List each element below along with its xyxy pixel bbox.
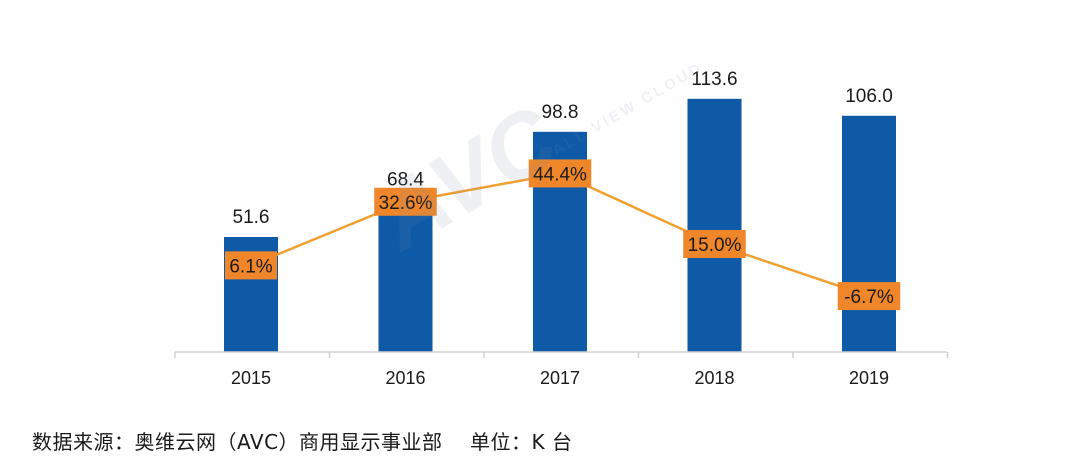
x-tick-label: 2016 bbox=[385, 368, 425, 388]
growth-value-label: 15.0% bbox=[688, 235, 742, 256]
source-note: 数据来源：奥维云网（AVC）商用显示事业部 单位：K 台 bbox=[32, 430, 573, 454]
bar-2018 bbox=[687, 98, 742, 352]
growth-label-box bbox=[837, 282, 901, 311]
bar-value-label: 106.0 bbox=[845, 86, 893, 107]
growth-value-label: -6.7% bbox=[844, 287, 894, 308]
bar-value-label: 51.6 bbox=[233, 207, 270, 228]
x-tick-label: 2018 bbox=[694, 368, 734, 388]
labels-layer: 51.6 68.4 98.8 113.6 106.0 6.1% 32.6% 44.4% 15.0… bbox=[225, 69, 901, 311]
x-tick-label: 2019 bbox=[849, 368, 889, 388]
bar-value-label: 68.4 bbox=[387, 170, 424, 191]
x-tick-label: 2015 bbox=[231, 368, 271, 388]
growth-label-box bbox=[528, 159, 592, 188]
bar-value-label: 113.6 bbox=[691, 69, 737, 90]
growth-label-box bbox=[683, 230, 746, 258]
growth-value-label: 32.6% bbox=[379, 193, 433, 214]
bar-value-label: 98.8 bbox=[542, 102, 579, 123]
growth-label-box bbox=[225, 251, 277, 280]
growth-label-box bbox=[374, 187, 437, 216]
bars-layer bbox=[224, 98, 896, 353]
growth-value-label: 6.1% bbox=[229, 256, 272, 277]
x-tick-label: 2017 bbox=[540, 368, 580, 388]
growth-value-label: 44.4% bbox=[533, 164, 587, 185]
axis-layer: 2015 2016 2017 2018 2019 bbox=[174, 351, 949, 388]
bar-2016 bbox=[378, 199, 433, 352]
bar-2019 bbox=[842, 115, 896, 353]
